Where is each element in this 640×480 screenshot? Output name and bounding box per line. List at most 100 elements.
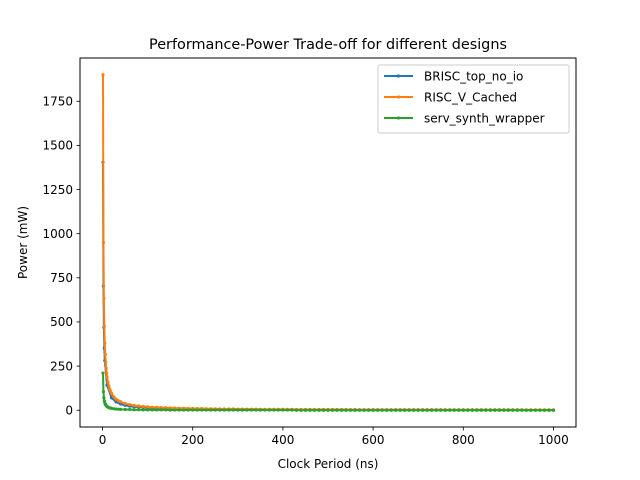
legend-label: BRISC_top_no_io — [424, 69, 523, 83]
y-tick-label: 1250 — [42, 183, 73, 197]
data-point — [107, 384, 111, 388]
data-point — [155, 405, 159, 409]
data-point — [511, 408, 515, 412]
data-point — [376, 408, 380, 412]
data-point — [105, 371, 109, 375]
data-point — [164, 408, 168, 412]
data-point — [141, 404, 145, 409]
data-point — [231, 408, 235, 412]
x-tick-label: 1000 — [538, 433, 569, 447]
data-point — [308, 408, 312, 412]
data-point — [497, 408, 501, 412]
data-point — [502, 408, 506, 412]
data-point — [380, 408, 384, 412]
data-point — [542, 408, 547, 412]
x-tick-label: 800 — [452, 433, 475, 447]
data-point — [204, 408, 208, 412]
data-point — [114, 397, 118, 401]
data-point — [132, 408, 136, 412]
data-point — [118, 402, 123, 406]
y-tick-label: 1750 — [42, 95, 73, 109]
data-point — [263, 408, 267, 412]
legend: BRISC_top_no_io RISC_V_Cached serv_synth_w… — [377, 64, 570, 134]
data-point — [118, 407, 123, 411]
data-point — [344, 408, 348, 412]
data-point — [209, 408, 213, 412]
data-point — [321, 408, 326, 412]
data-point — [118, 400, 123, 404]
data-point — [146, 408, 150, 412]
data-point — [159, 405, 163, 410]
data-point — [416, 408, 420, 412]
x-axis: 0 200 400 600 800 1000 — [99, 427, 569, 447]
data-point — [267, 408, 271, 412]
data-point — [285, 408, 290, 412]
data-point — [227, 408, 231, 412]
series-serv_synth_wrapper — [101, 371, 556, 412]
chart-title: Performance-Power Trade-off for differen… — [149, 37, 507, 53]
data-point — [439, 408, 443, 412]
data-point — [551, 408, 556, 412]
y-tick-label: 500 — [50, 315, 73, 329]
data-point — [430, 408, 434, 412]
data-point — [249, 408, 253, 412]
data-point — [195, 408, 199, 412]
legend-marker — [396, 95, 401, 99]
series-group — [101, 73, 556, 412]
data-point — [101, 390, 106, 394]
data-point — [493, 408, 497, 412]
y-axis: 0 250 500 750 1000 1250 1500 1750 — [42, 95, 80, 418]
plot-area — [101, 73, 556, 412]
data-point — [128, 402, 132, 407]
data-point — [385, 408, 389, 412]
data-point — [109, 391, 114, 396]
data-point — [335, 408, 339, 412]
data-point — [102, 296, 106, 301]
data-point — [403, 408, 407, 412]
data-point — [150, 405, 154, 409]
data-point — [488, 408, 492, 412]
data-point — [290, 408, 294, 412]
data-point — [547, 408, 551, 412]
data-point — [434, 408, 438, 412]
data-point — [448, 408, 452, 412]
data-point — [520, 408, 524, 412]
data-point — [150, 408, 154, 412]
data-point — [236, 408, 240, 412]
data-point — [104, 366, 108, 370]
data-point — [389, 408, 393, 412]
data-point — [240, 408, 244, 412]
data-point — [222, 408, 226, 412]
legend-marker — [396, 74, 401, 78]
data-point — [457, 408, 461, 412]
data-point — [339, 408, 344, 412]
legend-label: RISC_V_Cached — [424, 90, 517, 104]
data-point — [106, 380, 110, 384]
data-point — [506, 408, 510, 412]
data-point — [112, 395, 116, 399]
y-axis-label: Power (mW) — [16, 206, 30, 279]
axes-frame — [79, 57, 577, 428]
data-point — [258, 408, 262, 412]
data-point — [101, 73, 105, 77]
x-axis-label: Clock Period (ns) — [278, 457, 379, 471]
data-point — [443, 408, 447, 412]
data-point — [105, 375, 109, 379]
data-point — [276, 408, 280, 412]
data-point — [479, 408, 483, 412]
data-point — [254, 408, 258, 412]
data-point — [362, 408, 366, 412]
x-tick-label: 400 — [271, 433, 294, 447]
data-point — [103, 341, 107, 345]
data-point — [177, 408, 181, 412]
data-point — [137, 404, 141, 408]
data-point — [141, 408, 145, 412]
data-point — [484, 408, 488, 412]
data-point — [317, 408, 321, 412]
data-point — [425, 408, 429, 412]
data-point — [470, 408, 474, 412]
data-point — [173, 408, 177, 412]
data-point — [312, 408, 317, 412]
y-tick-label: 250 — [50, 359, 73, 373]
